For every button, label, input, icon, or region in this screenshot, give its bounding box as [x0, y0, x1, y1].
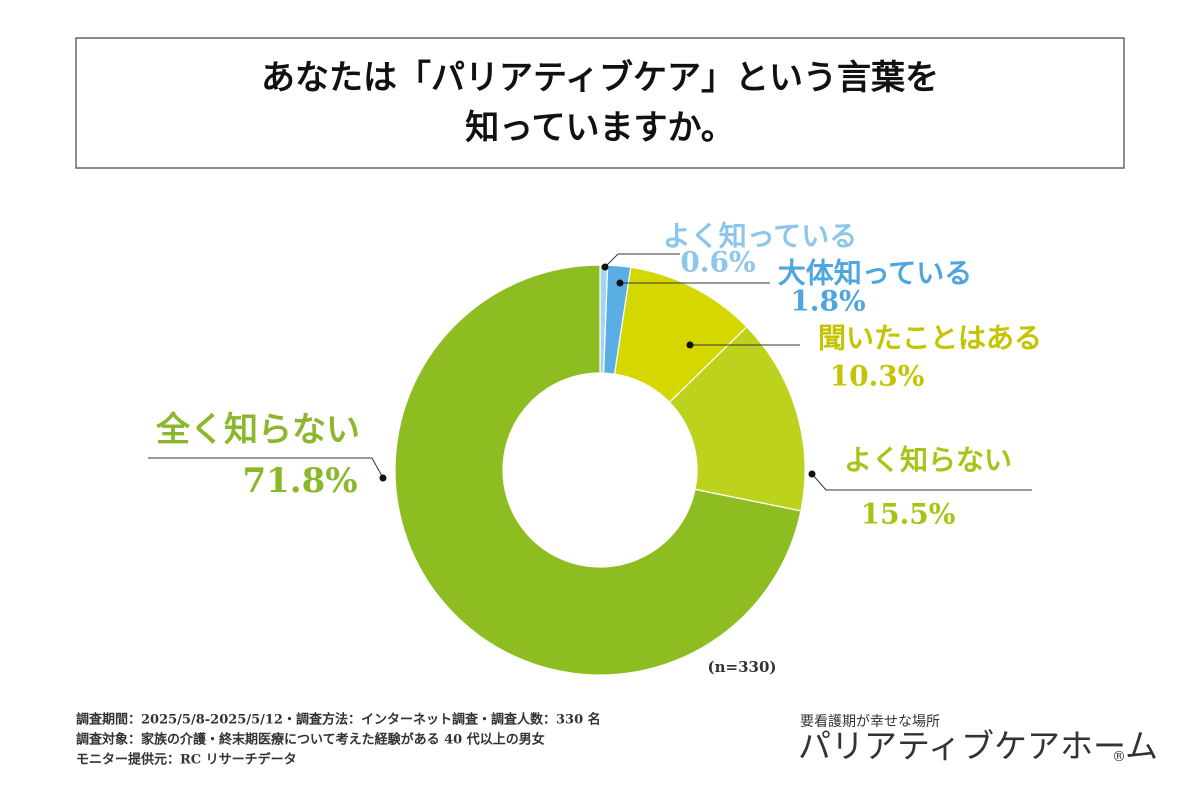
- slice-label: 全く知らない: [155, 410, 360, 450]
- donut-slice: [668, 326, 806, 512]
- title-box: [75, 37, 1125, 169]
- donut-slice: [394, 264, 802, 676]
- chart-title: 知っていますか。: [465, 108, 735, 148]
- leader-dot: [616, 279, 624, 287]
- value-label: 15.5%: [861, 498, 956, 531]
- slice-label: 聞いたことはある: [818, 322, 1042, 355]
- logo-name: パリアティブケアホーム: [798, 727, 1158, 766]
- footer-text: 調査期間：2025/5/8-2025/5/12・調査方法：インターネット調査・調…: [76, 712, 601, 728]
- footer-text: 調査対象：家族の介護・終末期医療について考えた経験がある 40 代以上の男女: [76, 732, 545, 748]
- value-label: 0.6%: [680, 246, 755, 279]
- leader-dot: [601, 263, 609, 271]
- leader-dot: [686, 341, 694, 349]
- logo-mark: ®: [1112, 749, 1126, 765]
- leader-dot: [379, 474, 387, 482]
- leader-dot: [808, 470, 816, 478]
- value-label: 71.8%: [242, 461, 357, 501]
- slice-label: よく知っている: [663, 220, 858, 253]
- chart-title: あなたは「パリアティブケア」という言葉を: [261, 58, 939, 98]
- sample-note: (n=330): [708, 658, 777, 676]
- leader-line: [604, 253, 680, 268]
- value-label: 1.8%: [790, 285, 865, 318]
- slice-label: よく知らない: [844, 444, 1012, 477]
- logo-tagline: 要看護期が幸せな場所: [800, 714, 940, 730]
- leader-line: [148, 457, 384, 479]
- footer-text: モニター提供元：RC リサーチデータ: [76, 752, 297, 768]
- leader-line: [811, 473, 1032, 491]
- value-label: 10.3%: [830, 360, 925, 393]
- slice-label: 大体知っている: [778, 257, 973, 290]
